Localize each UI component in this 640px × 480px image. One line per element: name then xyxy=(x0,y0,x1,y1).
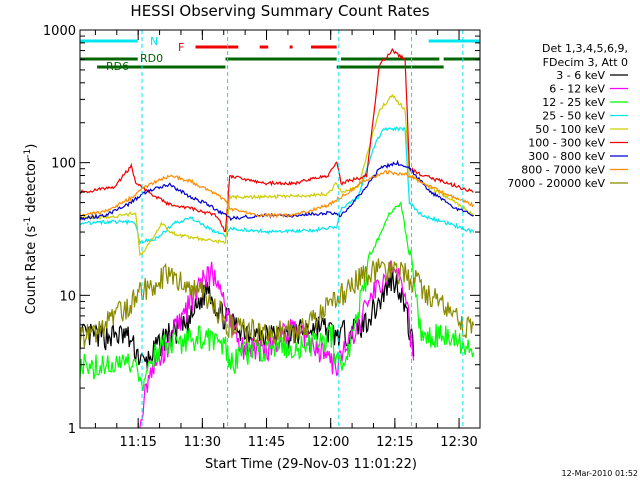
y-tick-label-2: 100 xyxy=(51,157,76,172)
flag-label-flare: F xyxy=(178,41,184,54)
y-tick-label-1: 10 xyxy=(59,289,76,304)
series-line-4 xyxy=(80,93,475,257)
legend-label-4: 50 - 100 keV xyxy=(535,123,605,136)
series-line-2 xyxy=(80,200,475,392)
x-tick-label-2: 11:45 xyxy=(248,435,285,450)
legend-label-6: 300 - 800 keV xyxy=(528,150,605,163)
y-label-sup1: -1 xyxy=(23,217,33,226)
y-label-sup2: -1 xyxy=(23,149,33,158)
y-label-part1: Count Rate (s xyxy=(24,226,39,315)
y-label-part3: ) xyxy=(24,144,39,149)
y-tick-label-0: 1 xyxy=(68,422,76,437)
series-line-5 xyxy=(80,47,474,233)
legend-label-7: 800 - 7000 keV xyxy=(521,164,605,177)
x-tick-label-5: 12:30 xyxy=(440,435,477,450)
x-axis: 11:15 11:30 11:45 12:00 12:15 12:30 xyxy=(94,30,478,450)
legend-label-8: 7000 - 20000 keV xyxy=(507,177,605,190)
legend-label-5: 100 - 300 keV xyxy=(528,137,605,150)
series-line-8 xyxy=(80,258,475,348)
chart-title: HESSI Observing Summary Count Rates xyxy=(130,2,429,20)
series-line-1 xyxy=(139,260,415,428)
y-axis-label: Count Rate (s-1 detector-1) xyxy=(23,144,39,315)
x-tick-label-3: 12:00 xyxy=(312,435,349,450)
flag-label-rd6: RD6 xyxy=(106,60,129,73)
series-lines xyxy=(80,47,475,428)
legend-header-2: FDecim 3, Att 0 xyxy=(543,56,628,69)
x-tick-label-4: 12:15 xyxy=(376,435,413,450)
y-axis: 1 10 100 1000 xyxy=(43,24,480,437)
flag-label-night: N xyxy=(150,35,158,48)
legend-header-1: Det 1,3,4,5,6,9, xyxy=(542,42,628,55)
plot-area xyxy=(79,29,481,429)
x-tick-label-0: 11:15 xyxy=(119,435,156,450)
date-stamp: 12-Mar-2010 01:52 xyxy=(562,469,639,478)
flag-bars xyxy=(80,39,480,69)
legend: Det 1,3,4,5,6,9, FDecim 3, Att 0 3 - 6 k… xyxy=(507,42,628,190)
legend-label-0: 3 - 6 keV xyxy=(556,69,605,82)
plot-frame xyxy=(79,29,481,429)
y-label-part2: detector xyxy=(24,157,39,217)
series-line-3 xyxy=(80,126,475,245)
y-tick-label-3: 1000 xyxy=(43,24,76,39)
series-line-7 xyxy=(80,169,475,219)
legend-label-2: 12 - 25 keV xyxy=(542,96,605,109)
x-axis-label: Start Time (29-Nov-03 11:01:22) xyxy=(205,457,417,472)
saa-lines xyxy=(141,30,464,428)
flag-label-rd0: RD0 xyxy=(140,52,163,65)
legend-label-3: 25 - 50 keV xyxy=(542,110,605,123)
legend-label-1: 6 - 12 keV xyxy=(549,83,605,96)
x-tick-label-1: 11:30 xyxy=(184,435,221,450)
